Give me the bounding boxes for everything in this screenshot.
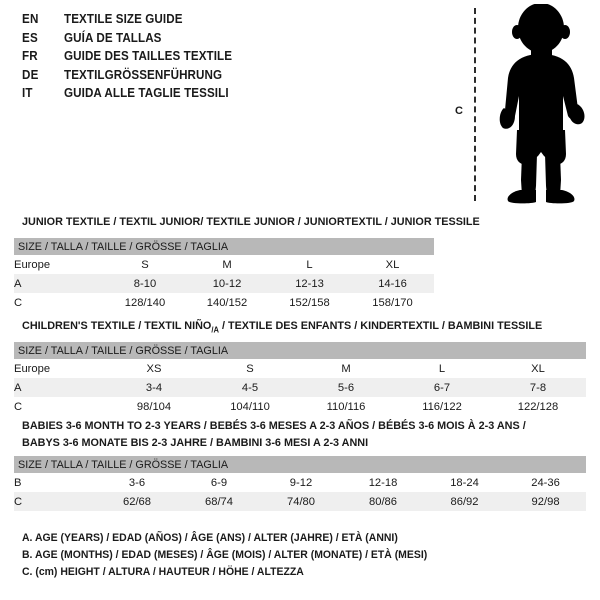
row-label: Europe: [14, 255, 104, 274]
children-title-subscript: /A: [211, 325, 219, 335]
children-size-table: SIZE / TALLA / TAILLE / GRÖSSE / TAGLIA …: [14, 342, 586, 416]
row-label: C: [14, 492, 96, 511]
cell: M: [298, 359, 394, 378]
cell: 158/170: [351, 293, 435, 312]
table-row: C 98/104 104/110 110/116 116/122 122/128: [14, 397, 586, 416]
language-row-es: ES GUÍA DE TALLAS: [22, 31, 442, 50]
babies-section-title-line2: BABYS 3-6 MONATE BIS 2-3 JAHRE / BAMBINI…: [22, 437, 369, 449]
language-title: GUÍA DE TALLAS: [64, 30, 162, 45]
cell: 116/122: [394, 397, 490, 416]
cell: 104/110: [202, 397, 298, 416]
language-header: EN TEXTILE SIZE GUIDE ES GUÍA DE TALLAS …: [22, 12, 442, 105]
cell: 14-16: [351, 274, 435, 293]
row-label: A: [14, 378, 106, 397]
language-row-it: IT GUIDA ALLE TAGLIE TESSILI: [22, 86, 442, 105]
cell: 62/68: [96, 492, 178, 511]
height-measure-dashed-line-icon: [474, 8, 476, 201]
legend-row-b: B. AGE (MONTHS) / EDAD (MESES) / ÂGE (MO…: [22, 549, 428, 561]
cell: L: [394, 359, 490, 378]
language-code: ES: [22, 30, 38, 45]
table-band-row: SIZE / TALLA / TAILLE / GRÖSSE / TAGLIA: [14, 342, 586, 359]
cell: 5-6: [298, 378, 394, 397]
language-code: EN: [22, 12, 39, 26]
cell: 3-4: [106, 378, 202, 397]
cell: M: [186, 255, 268, 274]
language-title: TEXTILE SIZE GUIDE: [64, 12, 183, 26]
cell: 7-8: [490, 378, 586, 397]
language-code: DE: [22, 67, 39, 82]
junior-size-table: SIZE / TALLA / TAILLE / GRÖSSE / TAGLIA …: [14, 238, 435, 312]
language-code: IT: [22, 86, 33, 100]
babies-size-table: SIZE / TALLA / TAILLE / GRÖSSE / TAGLIA …: [14, 456, 587, 511]
cell: 98/104: [106, 397, 202, 416]
size-band-label: SIZE / TALLA / TAILLE / GRÖSSE / TAGLIA: [14, 456, 587, 473]
table-band-row: SIZE / TALLA / TAILLE / GRÖSSE / TAGLIA: [14, 238, 435, 255]
table-row: B 3-6 6-9 9-12 12-18 18-24 24-36: [14, 473, 587, 492]
measure-label-c: C: [455, 105, 463, 117]
toddler-silhouette-icon: [499, 4, 585, 204]
cell: 128/140: [104, 293, 186, 312]
cell: 4-5: [202, 378, 298, 397]
table-row: C 128/140 140/152 152/158 158/170: [14, 293, 435, 312]
children-title-post: / TEXTILE DES ENFANTS / KINDERTEXTIL / B…: [218, 320, 543, 332]
row-label: A: [14, 274, 104, 293]
cell: 152/158: [268, 293, 351, 312]
cell: XL: [351, 255, 435, 274]
cell: 24-36: [505, 473, 587, 492]
row-label: C: [14, 397, 106, 416]
cell: 86/92: [424, 492, 505, 511]
babies-section-title-line1: BABIES 3-6 MONTH TO 2-3 YEARS / BEBÉS 3-…: [22, 420, 526, 432]
cell: 3-6: [96, 473, 178, 492]
language-row-de: DE TEXTILGRÖSSENFÜHRUNG: [22, 68, 442, 87]
row-label: C: [14, 293, 104, 312]
row-label: B: [14, 473, 96, 492]
cell: 12-18: [342, 473, 424, 492]
cell: XS: [106, 359, 202, 378]
cell: 68/74: [178, 492, 260, 511]
junior-section-title: JUNIOR TEXTILE / TEXTIL JUNIOR/ TEXTILE …: [22, 216, 480, 228]
table-row: C 62/68 68/74 74/80 80/86 86/92 92/98: [14, 492, 587, 511]
cell: 122/128: [490, 397, 586, 416]
cell: 110/116: [298, 397, 394, 416]
cell: 10-12: [186, 274, 268, 293]
children-section-title: CHILDREN'S TEXTILE / TEXTIL NIÑO/A / TEX…: [22, 320, 542, 334]
cell: 80/86: [342, 492, 424, 511]
figure-illustration: C: [440, 0, 600, 210]
table-row: A 3-4 4-5 5-6 6-7 7-8: [14, 378, 586, 397]
size-band-label: SIZE / TALLA / TAILLE / GRÖSSE / TAGLIA: [14, 238, 435, 255]
cell: 6-7: [394, 378, 490, 397]
cell: 18-24: [424, 473, 505, 492]
cell: S: [104, 255, 186, 274]
cell: 9-12: [260, 473, 342, 492]
row-label: Europe: [14, 359, 106, 378]
cell: 8-10: [104, 274, 186, 293]
language-code: FR: [22, 49, 38, 63]
cell: 12-13: [268, 274, 351, 293]
table-band-row: SIZE / TALLA / TAILLE / GRÖSSE / TAGLIA: [14, 456, 587, 473]
table-row: Europe S M L XL: [14, 255, 435, 274]
cell: S: [202, 359, 298, 378]
cell: XL: [490, 359, 586, 378]
language-row-en: EN TEXTILE SIZE GUIDE: [22, 12, 442, 31]
language-title: GUIDA ALLE TAGLIE TESSILI: [64, 86, 229, 100]
size-band-label: SIZE / TALLA / TAILLE / GRÖSSE / TAGLIA: [14, 342, 586, 359]
language-title: TEXTILGRÖSSENFÜHRUNG: [64, 67, 223, 82]
table-row: Europe XS S M L XL: [14, 359, 586, 378]
legend-row-a: A. AGE (YEARS) / EDAD (AÑOS) / ÂGE (ANS)…: [22, 532, 398, 544]
language-title: GUIDE DES TAILLES TEXTILE: [64, 49, 233, 63]
cell: 74/80: [260, 492, 342, 511]
legend-row-c: C. (cm) HEIGHT / ALTURA / HAUTEUR / HÖHE…: [22, 566, 304, 578]
table-row: A 8-10 10-12 12-13 14-16: [14, 274, 435, 293]
cell: 92/98: [505, 492, 587, 511]
cell: L: [268, 255, 351, 274]
children-title-pre: CHILDREN'S TEXTILE / TEXTIL NIÑO: [22, 320, 212, 332]
cell: 6-9: [178, 473, 260, 492]
language-row-fr: FR GUIDE DES TAILLES TEXTILE: [22, 49, 442, 68]
cell: 140/152: [186, 293, 268, 312]
legend-block: A. AGE (YEARS) / EDAD (AÑOS) / ÂGE (ANS)…: [22, 532, 449, 583]
